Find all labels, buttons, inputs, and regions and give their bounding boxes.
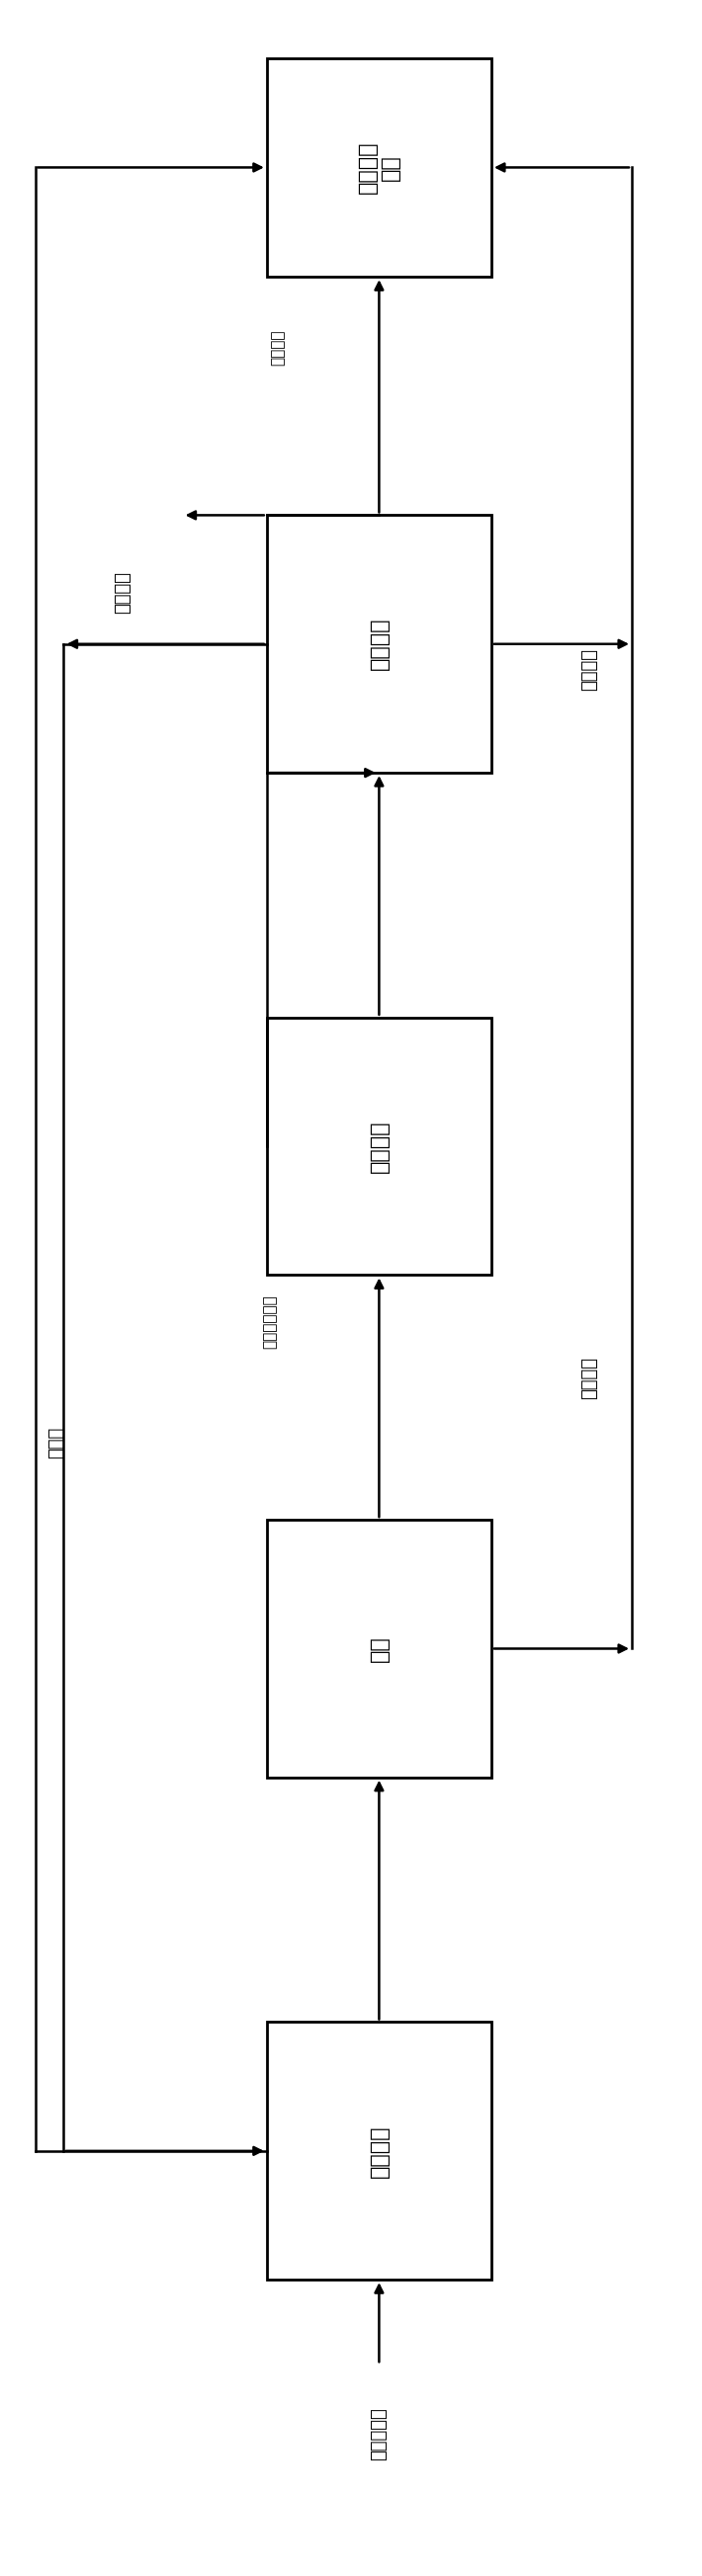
Text: 费托合成: 费托合成 (369, 1121, 389, 1172)
Bar (267, 57, 491, 276)
Text: 脱碳: 脱碳 (369, 1636, 389, 1662)
Text: 气液分离: 气液分离 (369, 618, 389, 670)
Bar (267, 2022, 491, 2280)
Text: 净化煤锁气: 净化煤锁气 (370, 2409, 388, 2460)
Text: 二氧化碳
重整: 二氧化碳 重整 (358, 142, 400, 193)
Text: 费托合成尾气: 费托合成尾气 (263, 1293, 278, 1350)
Bar (267, 1018, 491, 1275)
Text: 循环尾气: 循环尾气 (114, 572, 132, 613)
Bar (267, 515, 491, 773)
Text: 二氧化碳: 二氧化碳 (581, 1358, 599, 1399)
Text: 液相组分: 液相组分 (581, 649, 599, 690)
Text: 不活性气: 不活性气 (270, 330, 285, 366)
Text: 合成气: 合成气 (47, 1427, 65, 1458)
Bar (267, 1520, 491, 1777)
Text: 变换反应: 变换反应 (369, 2125, 389, 2177)
